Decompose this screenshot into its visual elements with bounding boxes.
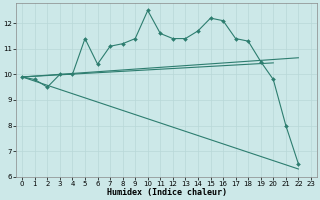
X-axis label: Humidex (Indice chaleur): Humidex (Indice chaleur) — [107, 188, 227, 197]
